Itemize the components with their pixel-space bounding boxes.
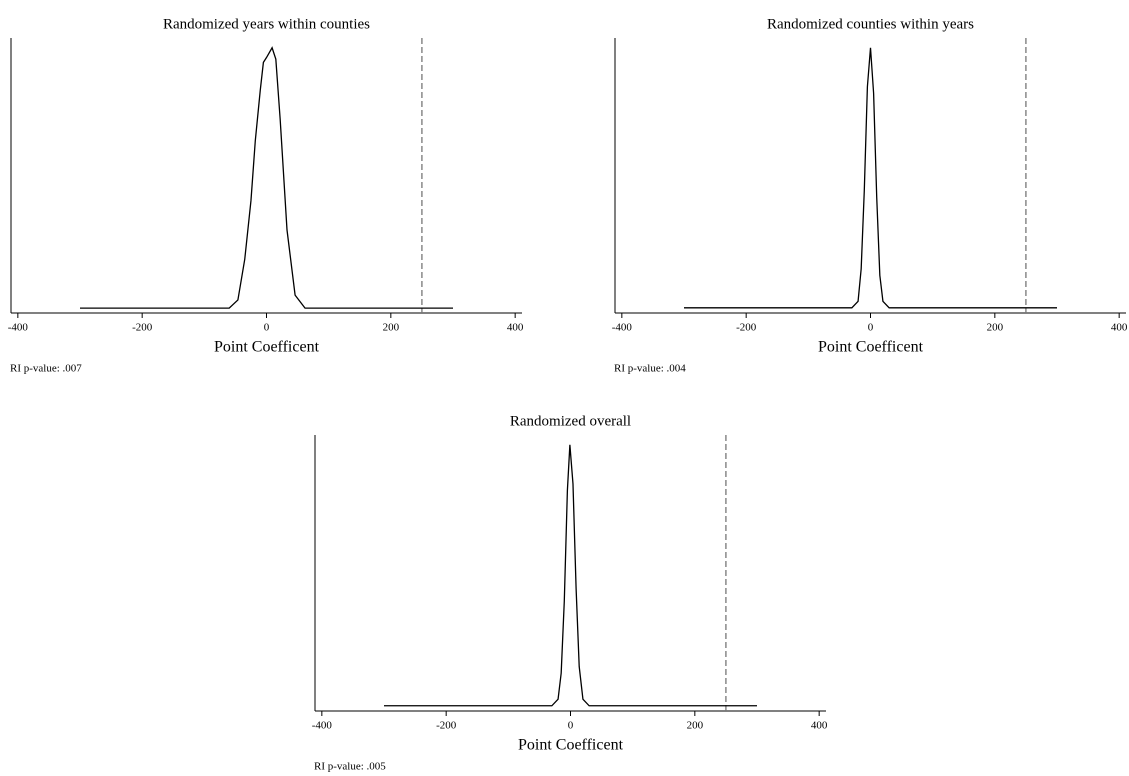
x-tick-label: -400: [8, 322, 29, 334]
x-tick-label: -200: [736, 322, 757, 334]
x-tick-label: 0: [568, 720, 574, 732]
x-tick-label: 200: [687, 720, 704, 732]
x-axis-label: Point Coefficent: [818, 339, 924, 356]
x-tick-label: -200: [436, 720, 457, 732]
x-tick-label: 400: [1111, 322, 1128, 334]
note: RI p-value: .005: [314, 761, 386, 773]
x-tick-label: -200: [132, 322, 153, 334]
x-tick-label: 200: [383, 322, 400, 334]
x-tick-label: -400: [312, 720, 333, 732]
x-tick-label: 0: [868, 322, 874, 334]
density-line: [80, 46, 453, 309]
chart-title: Randomized years within counties: [163, 16, 370, 32]
x-tick-label: 400: [507, 322, 524, 334]
chart-title: Randomized counties within years: [767, 16, 974, 32]
chart-title: Randomized overall: [510, 413, 631, 429]
density-line: [384, 444, 757, 707]
x-tick-label: 400: [811, 720, 828, 732]
note: RI p-value: .004: [614, 363, 686, 375]
x-tick-label: -400: [612, 322, 633, 334]
x-tick-label: 0: [264, 322, 270, 334]
x-axis-label: Point Coefficent: [214, 339, 320, 356]
density-line: [684, 47, 1057, 309]
x-tick-label: 200: [987, 322, 1004, 334]
note: RI p-value: .007: [10, 363, 82, 375]
x-axis-label: Point Coefficent: [518, 737, 624, 754]
